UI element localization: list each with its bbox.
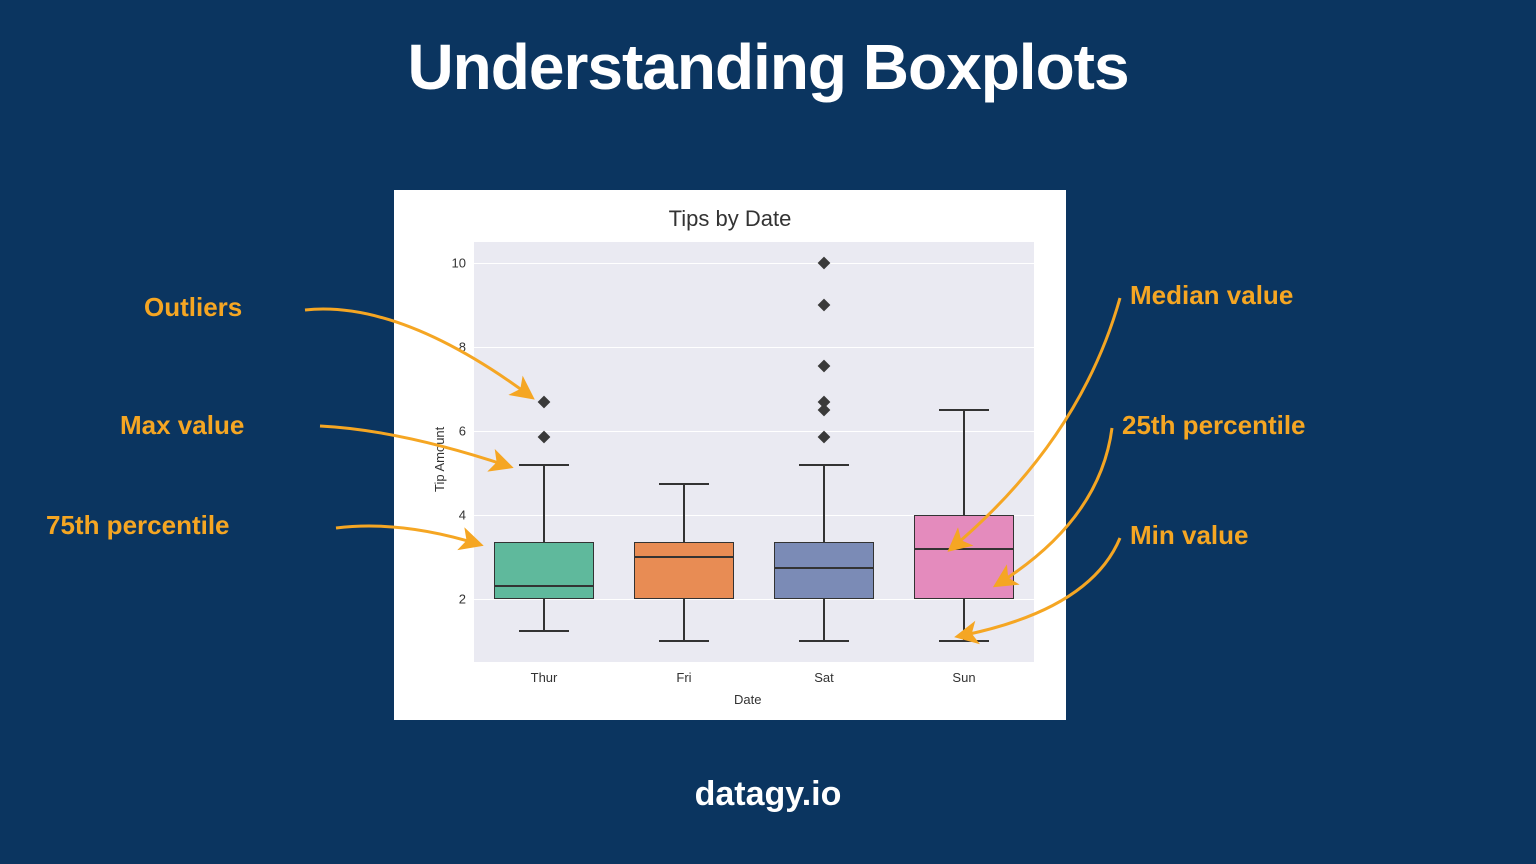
outlier-marker (818, 299, 831, 312)
callout-p25: 25th percentile (1122, 410, 1306, 441)
callout-maxval: Max value (120, 410, 244, 441)
y-tick-label: 8 (459, 340, 474, 355)
whisker-upper (823, 465, 825, 543)
x-tick-label: Fri (676, 662, 691, 685)
outlier-marker (818, 431, 831, 444)
y-axis-label: Tip Amount (432, 427, 447, 492)
median-line (914, 548, 1015, 550)
cap-upper (519, 464, 569, 466)
callout-p75: 75th percentile (46, 510, 230, 541)
callout-minval: Min value (1130, 520, 1248, 551)
whisker-upper (683, 484, 685, 543)
callout-outliers: Outliers (144, 292, 242, 323)
chart-panel: Tips by Date 246810ThurFriSatSun Tip Amo… (394, 190, 1066, 720)
chart-title: Tips by Date (394, 206, 1066, 232)
median-line (634, 556, 735, 558)
box (914, 515, 1015, 599)
outlier-marker (538, 395, 551, 408)
x-tick-label: Thur (531, 662, 558, 685)
outlier-marker (818, 360, 831, 373)
outlier-marker (818, 395, 831, 408)
y-tick-label: 6 (459, 424, 474, 439)
whisker-upper (543, 465, 545, 543)
whisker-lower (823, 599, 825, 641)
cap-lower (659, 640, 709, 642)
x-tick-label: Sat (814, 662, 834, 685)
callout-median: Median value (1130, 280, 1293, 311)
boxplot-fri (634, 242, 735, 662)
x-axis-label: Date (734, 692, 761, 707)
whisker-lower (683, 599, 685, 641)
whisker-lower (963, 599, 965, 641)
cap-upper (799, 464, 849, 466)
cap-upper (659, 483, 709, 485)
cap-lower (519, 630, 569, 632)
outlier-marker (538, 431, 551, 444)
whisker-upper (963, 410, 965, 515)
slide-footer: datagy.io (0, 775, 1536, 814)
box (494, 542, 595, 599)
boxplot-sun (914, 242, 1015, 662)
outlier-marker (818, 257, 831, 270)
median-line (774, 567, 875, 569)
slide: Understanding Boxplots Tips by Date 2468… (0, 0, 1536, 864)
y-tick-label: 2 (459, 592, 474, 607)
boxplot-thur (494, 242, 595, 662)
box (774, 542, 875, 599)
median-line (494, 585, 595, 587)
cap-lower (799, 640, 849, 642)
plot-area: 246810ThurFriSatSun (474, 242, 1034, 662)
y-tick-label: 10 (452, 256, 474, 271)
whisker-lower (543, 599, 545, 631)
box (634, 542, 735, 599)
x-tick-label: Sun (952, 662, 975, 685)
cap-lower (939, 640, 989, 642)
cap-upper (939, 409, 989, 411)
y-tick-label: 4 (459, 508, 474, 523)
slide-title: Understanding Boxplots (0, 30, 1536, 104)
boxplot-sat (774, 242, 875, 662)
